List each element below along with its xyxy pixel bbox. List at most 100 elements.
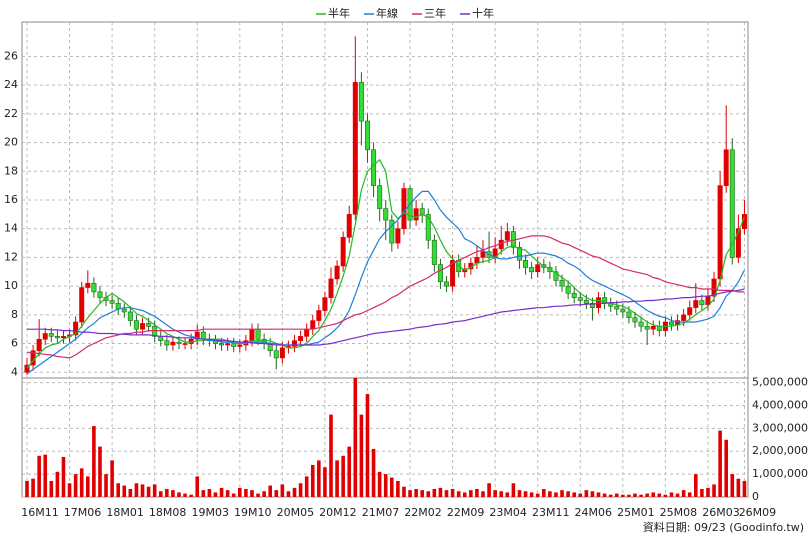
candle-body xyxy=(133,320,139,330)
volume-bar xyxy=(462,492,467,497)
volume-bar xyxy=(694,474,698,497)
candle-body xyxy=(523,259,529,268)
candle-body xyxy=(650,326,656,330)
y2-tick-label: 4,000,000 xyxy=(752,398,808,411)
candle-body xyxy=(176,341,182,344)
candle-body xyxy=(431,239,437,265)
candle-body xyxy=(73,321,79,336)
volume-bar xyxy=(736,478,741,497)
volume-bar xyxy=(304,476,309,497)
candle-body xyxy=(437,264,443,283)
candle-body xyxy=(632,317,638,323)
candle-body xyxy=(292,340,298,347)
volume-bar xyxy=(298,483,303,497)
legend: 半年 年線 三年 十年 xyxy=(316,6,494,20)
candle-body xyxy=(97,291,103,298)
x-tick-label: 19M03 xyxy=(191,506,229,519)
candle-body xyxy=(535,264,541,273)
x-tick-label: 20M05 xyxy=(277,506,315,519)
volume-bar xyxy=(469,490,473,497)
y-tick-label: 6 xyxy=(11,337,18,350)
volume-bar xyxy=(329,414,333,497)
volume-bar xyxy=(657,493,662,497)
y-tick-label: 10 xyxy=(4,279,18,292)
volume-bar xyxy=(700,488,704,497)
candle-body xyxy=(170,341,176,346)
volume-bar xyxy=(67,483,72,497)
candle-body xyxy=(553,271,559,281)
candle-body xyxy=(85,282,91,288)
candle-body xyxy=(152,326,158,337)
volume-bar xyxy=(292,487,297,497)
y2-tick-label: 3,000,000 xyxy=(752,421,808,434)
volume-bar xyxy=(408,490,412,497)
volume-bar xyxy=(335,460,339,497)
candle-body xyxy=(298,336,304,341)
ma-line xyxy=(26,158,745,369)
volume-bar xyxy=(432,488,437,497)
volume-bar xyxy=(86,476,90,497)
x-tick-label: 17M06 xyxy=(64,506,102,519)
volume-bar xyxy=(420,490,424,497)
x-tick-label: 22M02 xyxy=(404,506,442,519)
volume-bar xyxy=(183,493,187,497)
x-tick-label: 20M12 xyxy=(319,506,357,519)
volume-bar xyxy=(25,480,29,497)
y-tick-label: 16 xyxy=(4,193,18,206)
footer: 資料日期: 09/23 (Goodinfo.tw) xyxy=(643,520,804,534)
candle-body xyxy=(668,321,674,326)
candle-body xyxy=(322,297,328,311)
volume-bar xyxy=(286,491,291,497)
candle-body xyxy=(413,208,419,221)
y-tick-label: 8 xyxy=(11,308,18,321)
candle-body xyxy=(626,311,632,319)
candle-body xyxy=(450,259,456,287)
volume-bar xyxy=(578,493,583,497)
volume-bar xyxy=(742,480,747,497)
candle-body xyxy=(334,265,340,280)
candle-body xyxy=(91,282,97,293)
candle-body xyxy=(249,328,255,341)
volume-bar xyxy=(566,491,570,497)
volume-bar xyxy=(31,478,35,497)
volume-bar xyxy=(231,493,236,497)
volume-bar xyxy=(621,494,625,497)
y2-tick-label: 5,000,000 xyxy=(752,376,808,389)
volume-bar xyxy=(645,493,649,497)
volume-bar xyxy=(213,492,218,497)
volume-bar xyxy=(402,486,406,497)
candle-body xyxy=(419,208,425,215)
candle-body xyxy=(127,311,133,321)
volume-bar xyxy=(730,474,735,497)
candle-body xyxy=(529,267,535,273)
volume-bar xyxy=(511,483,516,497)
volume-bar xyxy=(43,454,48,497)
candle-body xyxy=(699,300,705,306)
candle-body xyxy=(158,336,164,341)
volume-bar xyxy=(280,484,285,497)
legend-label: 十年 xyxy=(472,6,494,20)
y-tick-label: 18 xyxy=(4,164,18,177)
candle-body xyxy=(383,208,389,221)
volume-bar xyxy=(584,490,589,497)
volume-bar xyxy=(55,471,60,497)
candle-body xyxy=(693,300,699,308)
volume-bar xyxy=(554,492,558,497)
candle-body xyxy=(723,149,729,186)
y-tick-label: 22 xyxy=(4,107,18,120)
volume-bar xyxy=(152,484,157,497)
volume-bar xyxy=(244,488,248,497)
volume-bar xyxy=(310,464,315,497)
volume-bar xyxy=(110,460,114,497)
volume-bar xyxy=(590,491,595,497)
candle-body xyxy=(589,303,595,308)
volume-bar xyxy=(669,492,674,497)
volume-bar xyxy=(444,490,449,497)
candle-body xyxy=(279,347,285,359)
volume-bar xyxy=(225,490,230,497)
y-tick-label: 14 xyxy=(4,222,18,235)
volume-bar xyxy=(268,485,272,497)
volume-bar xyxy=(158,491,163,497)
candle-body xyxy=(596,297,602,308)
candle-body xyxy=(571,293,577,298)
